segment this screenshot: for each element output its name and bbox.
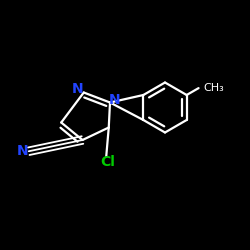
Text: N: N bbox=[72, 82, 83, 96]
Text: Cl: Cl bbox=[100, 156, 115, 170]
Text: CH₃: CH₃ bbox=[203, 83, 224, 93]
Text: N: N bbox=[109, 93, 120, 107]
Text: N: N bbox=[17, 144, 28, 158]
